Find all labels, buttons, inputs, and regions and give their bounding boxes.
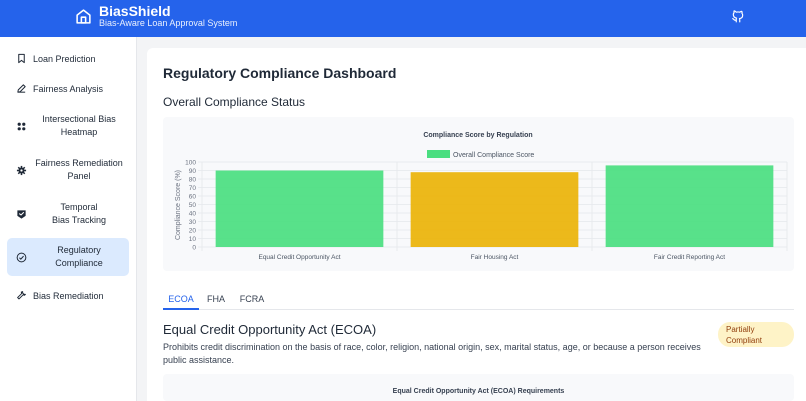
compliance-chart-card: Compliance Score by Regulation Overall C…	[163, 117, 794, 271]
y-tick-label: 90	[189, 168, 197, 175]
sidebar-item-loan-prediction[interactable]: Loan Prediction	[7, 49, 129, 69]
sidebar-item-label: Fairness Analysis	[33, 84, 104, 94]
sidebar-item-fairness-analysis[interactable]: Fairness Analysis	[7, 79, 129, 99]
y-tick-label: 0	[192, 245, 196, 252]
sidebar-item-regulatory-compliance[interactable]: Regulatory Compliance	[7, 238, 129, 276]
y-tick-label: 50	[189, 202, 197, 209]
x-tick-label: Fair Housing Act	[471, 254, 519, 261]
tab-fha[interactable]: FHA	[207, 294, 225, 304]
bar	[410, 172, 579, 247]
sidebar-item-intersectional-bias-heatmap[interactable]: Intersectional Bias Heatmap	[7, 111, 129, 141]
y-tick-label: 40	[189, 211, 197, 218]
bar	[215, 170, 384, 247]
tab-fcra[interactable]: FCRA	[239, 294, 265, 304]
home-icon[interactable]	[75, 8, 92, 25]
tab-ecoa[interactable]: ECOA	[163, 290, 199, 310]
bar	[605, 165, 774, 247]
sidebar-item-label: Bias Remediation	[33, 291, 104, 301]
sidebar-item-temporal-bias-tracking[interactable]: Temporal Bias Tracking	[7, 199, 129, 229]
wrench-icon	[17, 291, 26, 300]
section-title: Equal Credit Opportunity Act (ECOA)	[163, 322, 377, 337]
status-badge-line1: Partially	[726, 325, 755, 334]
requirements-title: Equal Credit Opportunity Act (ECOA) Requ…	[392, 388, 565, 395]
requirements-chart-card: Equal Credit Opportunity Act (ECOA) Requ…	[163, 374, 794, 401]
sidebar-item-label: Loan Prediction	[33, 54, 96, 64]
x-tick-label: Fair Credit Reporting Act	[654, 254, 725, 261]
sidebar: Loan Prediction Fairness Analysis Inters…	[0, 37, 137, 401]
y-tick-label: 60	[189, 194, 197, 201]
check-circle-icon	[16, 252, 27, 263]
sidebar-item-label: Temporal Bias Tracking	[51, 202, 107, 225]
y-tick-label: 20	[189, 228, 197, 235]
grid-icon	[17, 122, 26, 131]
chart-title: Compliance Score by Regulation	[423, 132, 532, 139]
page-title: Regulatory Compliance Dashboard	[163, 65, 397, 81]
y-tick-label: 80	[189, 177, 197, 184]
bookmark-icon	[18, 53, 25, 64]
sidebar-item-bias-remediation[interactable]: Bias Remediation	[7, 287, 129, 307]
status-badge-line2: Compliant	[726, 336, 763, 345]
shield-check-icon	[17, 210, 26, 219]
y-tick-label: 30	[189, 219, 197, 226]
pencil-icon	[17, 84, 26, 93]
sidebar-item-label: Regulatory Compliance	[55, 245, 103, 268]
section-description: Prohibits credit discrimination on the b…	[163, 342, 701, 365]
x-tick-label: Equal Credit Opportunity Act	[258, 254, 340, 261]
sidebar-item-label: Fairness Remediation Panel	[35, 158, 123, 181]
sidebar-item-fairness-remediation-panel[interactable]: Fairness Remediation Panel	[7, 155, 129, 185]
legend-label: Overall Compliance Score	[453, 152, 534, 159]
y-tick-label: 10	[189, 236, 197, 243]
legend-swatch[interactable]	[427, 150, 450, 158]
y-axis-label: Compliance Score (%)	[175, 170, 182, 240]
compliance-bar-chart: Compliance Score by Regulation Overall C…	[175, 132, 788, 261]
sidebar-item-label: Intersectional Bias Heatmap	[42, 114, 116, 137]
app-header: BiasShield Bias-Aware Loan Approval Syst…	[0, 0, 806, 37]
gear-icon	[16, 165, 27, 176]
y-tick-label: 100	[185, 160, 196, 167]
y-tick-label: 70	[189, 185, 197, 192]
app-tagline: Bias-Aware Loan Approval System	[99, 18, 238, 28]
regulation-tabs: ECOA FHA FCRA	[163, 290, 794, 310]
status-badge: Partially Compliant	[718, 322, 794, 347]
github-icon[interactable]	[731, 9, 745, 23]
overall-compliance-heading: Overall Compliance Status	[163, 95, 306, 109]
app-name: BiasShield	[99, 3, 171, 19]
